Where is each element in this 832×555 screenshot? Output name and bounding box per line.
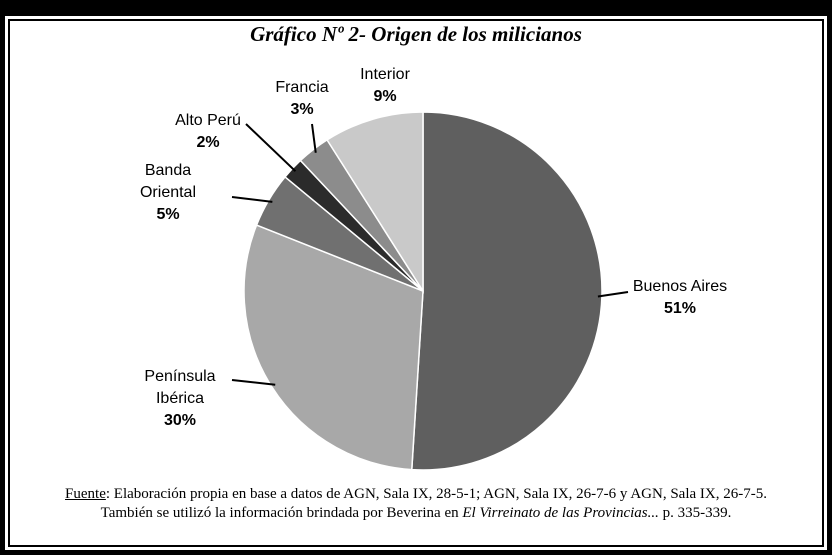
footnote-label: Fuente	[65, 486, 106, 502]
pie-slice	[243, 224, 424, 471]
footnote-text: : Elaboración propia en base a datos de …	[100, 486, 767, 521]
category-label: Alto Perú	[175, 112, 241, 129]
footnote-end: p. 335-339.	[658, 505, 732, 521]
footnote: Fuente: Elaboración propia en base a dat…	[60, 485, 772, 523]
category-label: Banda Oriental	[139, 162, 197, 201]
category-label: Península Ibérica	[144, 368, 216, 407]
chart-title: Gráfico Nº 2- Origen de los milicianos	[250, 22, 582, 46]
leader-line	[231, 196, 273, 203]
category-label: Interior	[360, 66, 410, 83]
value-label: 9%	[373, 88, 397, 105]
value-label: 51%	[663, 300, 697, 317]
value-label: 5%	[156, 206, 180, 223]
slice-label: Buenos Aires 51%	[605, 276, 755, 320]
leader-line	[231, 379, 276, 386]
leader-line	[311, 123, 317, 153]
footnote-italic: El Virreinato de las Provincias...	[462, 505, 659, 521]
slice-label: Francia 3%	[262, 77, 342, 121]
leader-line	[597, 291, 629, 298]
value-label: 2%	[196, 134, 220, 151]
slice-label: Banda Oriental 5%	[118, 160, 218, 226]
value-label: 30%	[163, 412, 197, 429]
pie-slice	[410, 111, 603, 471]
slice-label: Interior 9%	[345, 64, 425, 108]
slice-label: Península Ibérica 30%	[130, 366, 230, 432]
leader-line	[245, 123, 297, 172]
panel	[8, 19, 824, 547]
pie-slice	[326, 111, 424, 294]
category-label: Francia	[275, 79, 329, 96]
category-label: Buenos Aires	[632, 278, 728, 295]
value-label: 3%	[290, 101, 314, 118]
slice-label: Alto Perú 2%	[158, 110, 258, 154]
